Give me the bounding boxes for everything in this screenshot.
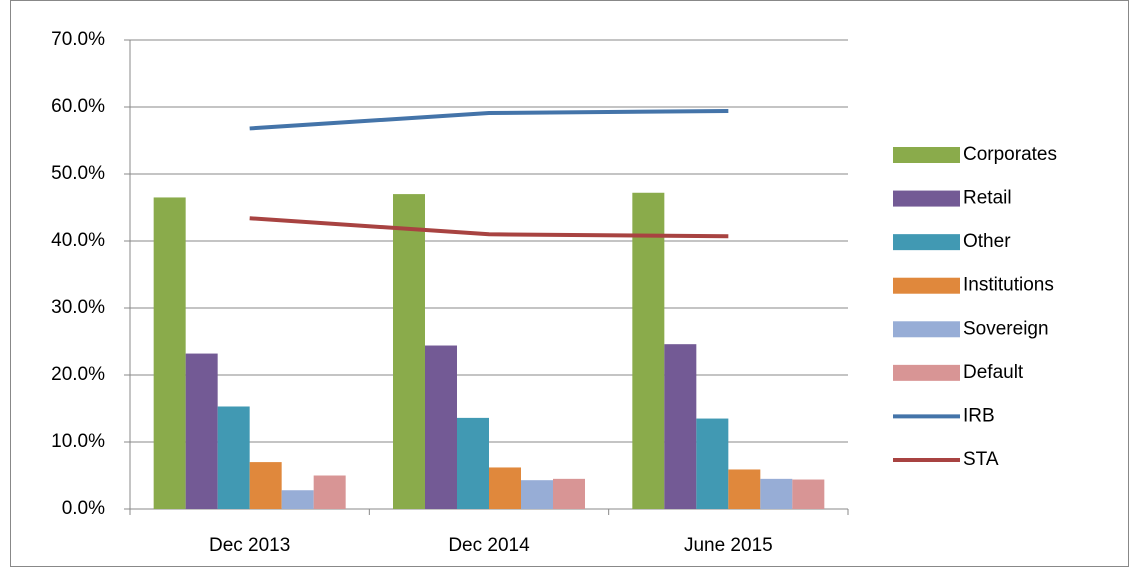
bar [457, 417, 489, 509]
bar [664, 344, 697, 509]
bar [521, 480, 553, 509]
legend-swatch [893, 234, 960, 251]
bar [217, 406, 250, 509]
bar [425, 345, 457, 509]
legend-swatch [893, 321, 960, 338]
y-tick-label: 20.0% [51, 364, 105, 385]
bar [153, 197, 186, 509]
x-tick-label: Dec 2014 [448, 535, 530, 556]
bar [313, 475, 346, 509]
bar [489, 467, 521, 509]
y-tick-label: 10.0% [51, 431, 105, 452]
bar [281, 490, 314, 509]
legend-label: STA [963, 449, 999, 470]
y-tick-label: 40.0% [51, 230, 105, 251]
bar [393, 194, 425, 509]
legend-label: Sovereign [963, 318, 1049, 339]
legend-swatch [893, 277, 960, 294]
bar [553, 478, 585, 509]
line [249, 109, 729, 131]
bar [185, 353, 218, 509]
bar [249, 462, 282, 509]
line [249, 216, 729, 239]
legend-label: Other [963, 231, 1011, 252]
y-tick-label: 60.0% [51, 96, 105, 117]
y-tick-label: 70.0% [51, 29, 105, 50]
legend-label: IRB [963, 405, 995, 426]
legend-label: Default [963, 362, 1024, 383]
y-tick-label: 0.0% [62, 498, 105, 519]
legend-swatch [893, 147, 960, 163]
legend-label: Corporates [963, 144, 1057, 165]
bar [632, 192, 665, 509]
y-tick-label: 50.0% [51, 163, 105, 184]
bar [728, 469, 761, 509]
bar [760, 478, 793, 509]
x-tick-label: Dec 2013 [209, 535, 290, 556]
bar [696, 418, 729, 509]
y-tick-label: 30.0% [51, 297, 105, 318]
x-tick-label: June 2015 [684, 535, 773, 556]
legend-label: Institutions [963, 275, 1054, 296]
legend-swatch [893, 190, 960, 207]
legend-label: Retail [963, 188, 1012, 209]
legend-swatch [893, 364, 960, 381]
bar [792, 479, 825, 509]
